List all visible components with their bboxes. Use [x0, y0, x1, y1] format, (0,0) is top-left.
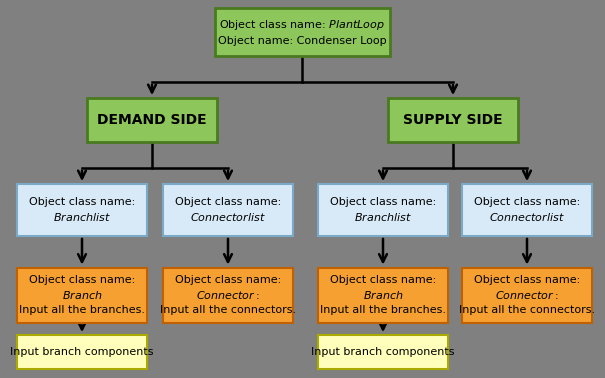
Text: Object class name:
$\it{Branchlist}$: Object class name: $\it{Branchlist}$: [330, 197, 436, 223]
Text: Object class name:
$\it{Branch}$
Input all the branches.: Object class name: $\it{Branch}$ Input a…: [320, 276, 446, 314]
Text: Object class name:
$\it{Connectorlist}$: Object class name: $\it{Connectorlist}$: [175, 197, 281, 223]
FancyBboxPatch shape: [318, 335, 448, 369]
FancyBboxPatch shape: [462, 184, 592, 236]
FancyBboxPatch shape: [17, 184, 147, 236]
Text: SUPPLY SIDE: SUPPLY SIDE: [403, 113, 503, 127]
FancyBboxPatch shape: [17, 335, 147, 369]
Text: Input branch components: Input branch components: [10, 347, 154, 357]
FancyBboxPatch shape: [388, 98, 518, 142]
FancyBboxPatch shape: [163, 268, 293, 322]
FancyBboxPatch shape: [215, 8, 390, 56]
Text: DEMAND SIDE: DEMAND SIDE: [97, 113, 207, 127]
Text: Object class name:
$\it{Branch}$
Input all the branches.: Object class name: $\it{Branch}$ Input a…: [19, 276, 145, 314]
FancyBboxPatch shape: [17, 268, 147, 322]
Text: Object class name: $\it{PlantLoop}$
Object name: Condenser Loop: Object class name: $\it{PlantLoop}$ Obje…: [218, 19, 387, 46]
Text: Object class name:
$\it{Connector:}$
Input all the connectors.: Object class name: $\it{Connector:}$ Inp…: [459, 276, 595, 314]
FancyBboxPatch shape: [318, 184, 448, 236]
Text: Object class name:
$\it{Branchlist}$: Object class name: $\it{Branchlist}$: [29, 197, 135, 223]
Text: Object class name:
$\it{Connector:}$
Input all the connectors.: Object class name: $\it{Connector:}$ Inp…: [160, 276, 296, 314]
FancyBboxPatch shape: [318, 268, 448, 322]
FancyBboxPatch shape: [163, 184, 293, 236]
FancyBboxPatch shape: [462, 268, 592, 322]
FancyBboxPatch shape: [87, 98, 217, 142]
Text: Input branch components: Input branch components: [311, 347, 455, 357]
Text: Object class name:
$\it{Connectorlist}$: Object class name: $\it{Connectorlist}$: [474, 197, 580, 223]
